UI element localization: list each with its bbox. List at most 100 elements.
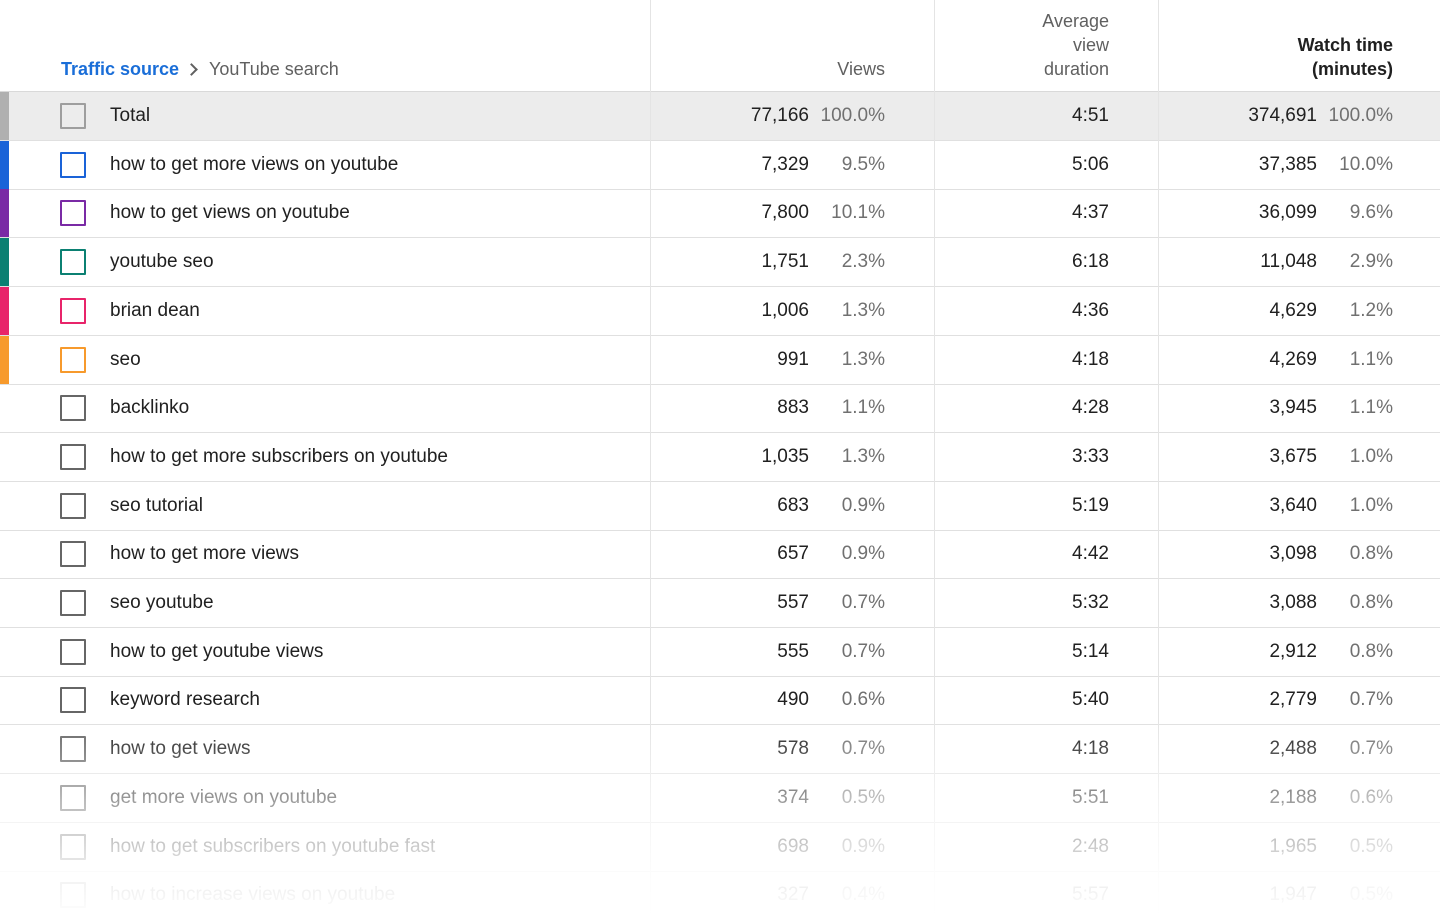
row-average-view-duration: 5:32 [1072,592,1109,613]
row-label: how to increase views on youtube [110,884,396,906]
table-row[interactable]: how to get youtube views 555 0.7% 5:14 2,912… [0,628,1440,677]
row-views: 683 [777,494,809,516]
table-row[interactable]: how to get more subscribers on youtube 1,… [0,433,1440,482]
row-checkbox[interactable] [60,492,86,519]
breadcrumb-traffic-source-link[interactable]: Traffic source [61,59,180,79]
row-checkbox[interactable] [60,346,86,373]
row-watch-time-percent: 0.5% [1349,835,1393,857]
row-checkbox[interactable] [60,443,86,470]
row-views-percent: 0.9% [841,835,885,857]
row-label: how to get subscribers on youtube fast [110,835,436,857]
table-row[interactable]: seo 991 1.3% 4:18 4,269 1.1% [0,335,1440,385]
row-watch-time-percent: 0.7% [1349,738,1393,760]
row-checkbox[interactable] [60,151,86,178]
row-watch-time-percent: 10.0% [1339,153,1393,175]
row-views-percent: 1.1% [841,397,885,419]
row-label: seo [110,348,141,370]
row-checkbox[interactable] [60,687,86,714]
table-row[interactable]: how to get views 578 0.7% 4:18 2,488 0.7% [0,725,1440,775]
row-average-view-duration: 4:28 [1072,397,1109,419]
row-watch-time-percent: 1.0% [1349,494,1393,516]
breadcrumb-current: YouTube search [209,59,339,79]
row-checkbox[interactable] [60,103,86,129]
row-watch-time-percent: 9.6% [1349,202,1393,224]
row-views: 7,800 [761,202,809,224]
row-average-view-duration: 4:36 [1072,299,1109,321]
row-watch-time: 3,098 [1269,543,1317,565]
table-header: Traffic source YouTube search Views Aver… [0,0,1440,92]
column-divider [934,0,935,920]
row-watch-time-percent: 0.7% [1349,689,1393,711]
table-row[interactable]: seo youtube 557 0.7% 5:32 3,088 0.8% [0,579,1440,628]
row-views-percent: 10.1% [831,202,885,224]
row-watch-time: 2,488 [1269,738,1317,760]
row-views-percent: 0.7% [841,738,885,760]
table-row[interactable]: how to increase views on youtube 327 0.4% 5… [0,871,1440,920]
column-header-avd-line-3: duration [1043,59,1109,79]
row-views: 557 [777,592,809,613]
table-row[interactable]: brian dean 1,006 1.3% 4:36 4,629 1.2% [0,286,1440,336]
table-row[interactable]: how to get views on youtube 7,800 10.1% 4:3… [0,189,1440,239]
row-views: 555 [777,640,809,662]
row-label: how to get views on youtube [110,202,350,224]
row-watch-time-percent: 0.8% [1349,543,1393,565]
column-divider [650,0,651,920]
row-views: 883 [777,397,809,419]
column-header-watch-line-2: (minutes) [1312,59,1393,79]
column-header-watch-time[interactable]: Watch time (minutes) [1253,33,1393,81]
table-row[interactable]: get more views on youtube 374 0.5% 5:51 2,18… [0,774,1440,823]
column-header-watch-line-1: Watch time [1297,35,1393,55]
row-label: seo youtube [110,592,214,613]
row-average-view-duration: 4:18 [1072,738,1109,760]
row-checkbox[interactable] [60,249,86,276]
row-checkbox[interactable] [60,297,86,324]
chevron-right-icon [185,62,198,76]
row-label: how to get views [110,738,251,760]
row-views-percent: 0.5% [841,786,885,808]
row-checkbox[interactable] [60,590,86,616]
row-average-view-duration: 4:18 [1072,348,1109,370]
table-row-total[interactable]: Total 77,166 100.0% 4:51 374,691 100.0% [0,92,1440,141]
row-checkbox[interactable] [60,833,86,860]
row-watch-time: 1,947 [1269,884,1317,906]
column-header-average-view-duration[interactable]: Average view duration [989,9,1109,81]
row-checkbox[interactable] [60,541,86,568]
row-views: 991 [777,348,809,370]
series-color-indicator [0,286,9,335]
table-row[interactable]: backlinko 883 1.1% 4:28 3,945 1.1% [0,384,1440,434]
row-views-percent: 1.3% [841,348,885,370]
row-views-percent: 0.7% [841,640,885,662]
table-row[interactable]: how to get more views 657 0.9% 4:42 3,098 0.8… [0,530,1440,580]
row-watch-time-percent: 0.8% [1349,592,1393,613]
table-row[interactable]: keyword research 490 0.6% 5:40 2,779 0.7% [0,676,1440,726]
series-color-indicator [0,335,9,384]
row-views-percent: 0.9% [841,543,885,565]
row-checkbox[interactable] [60,395,86,422]
row-average-view-duration: 5:14 [1072,640,1109,662]
row-views: 1,035 [761,445,809,467]
row-checkbox[interactable] [60,200,86,227]
row-label: how to get youtube views [110,640,324,662]
row-views: 490 [777,689,809,711]
row-checkbox[interactable] [60,784,86,811]
table-row[interactable]: how to get more views on youtube 7,329 9.5… [0,140,1440,190]
row-checkbox[interactable] [60,736,86,763]
table-row[interactable]: how to get subscribers on youtube fast 69… [0,823,1440,872]
column-header-views[interactable]: Views [837,59,885,79]
row-watch-time: 36,099 [1258,202,1317,224]
row-watch-time: 37,385 [1258,153,1317,175]
breadcrumb: Traffic source YouTube search [61,58,339,80]
row-views: 1,751 [761,251,809,273]
row-label: get more views on youtube [110,786,338,808]
row-label: how to get more views on youtube [110,153,399,175]
row-average-view-duration: 5:40 [1072,689,1109,711]
row-views-percent: 0.9% [841,494,885,516]
row-average-view-duration: 5:57 [1072,884,1109,906]
table-row[interactable]: youtube seo 1,751 2.3% 6:18 11,048 2.9% [0,238,1440,288]
row-watch-time: 2,188 [1269,786,1317,808]
table-row[interactable]: seo tutorial 683 0.9% 5:19 3,640 1.0% [0,482,1440,531]
row-checkbox[interactable] [60,882,86,909]
row-checkbox[interactable] [60,638,86,665]
row-average-view-duration: 5:51 [1072,786,1109,808]
